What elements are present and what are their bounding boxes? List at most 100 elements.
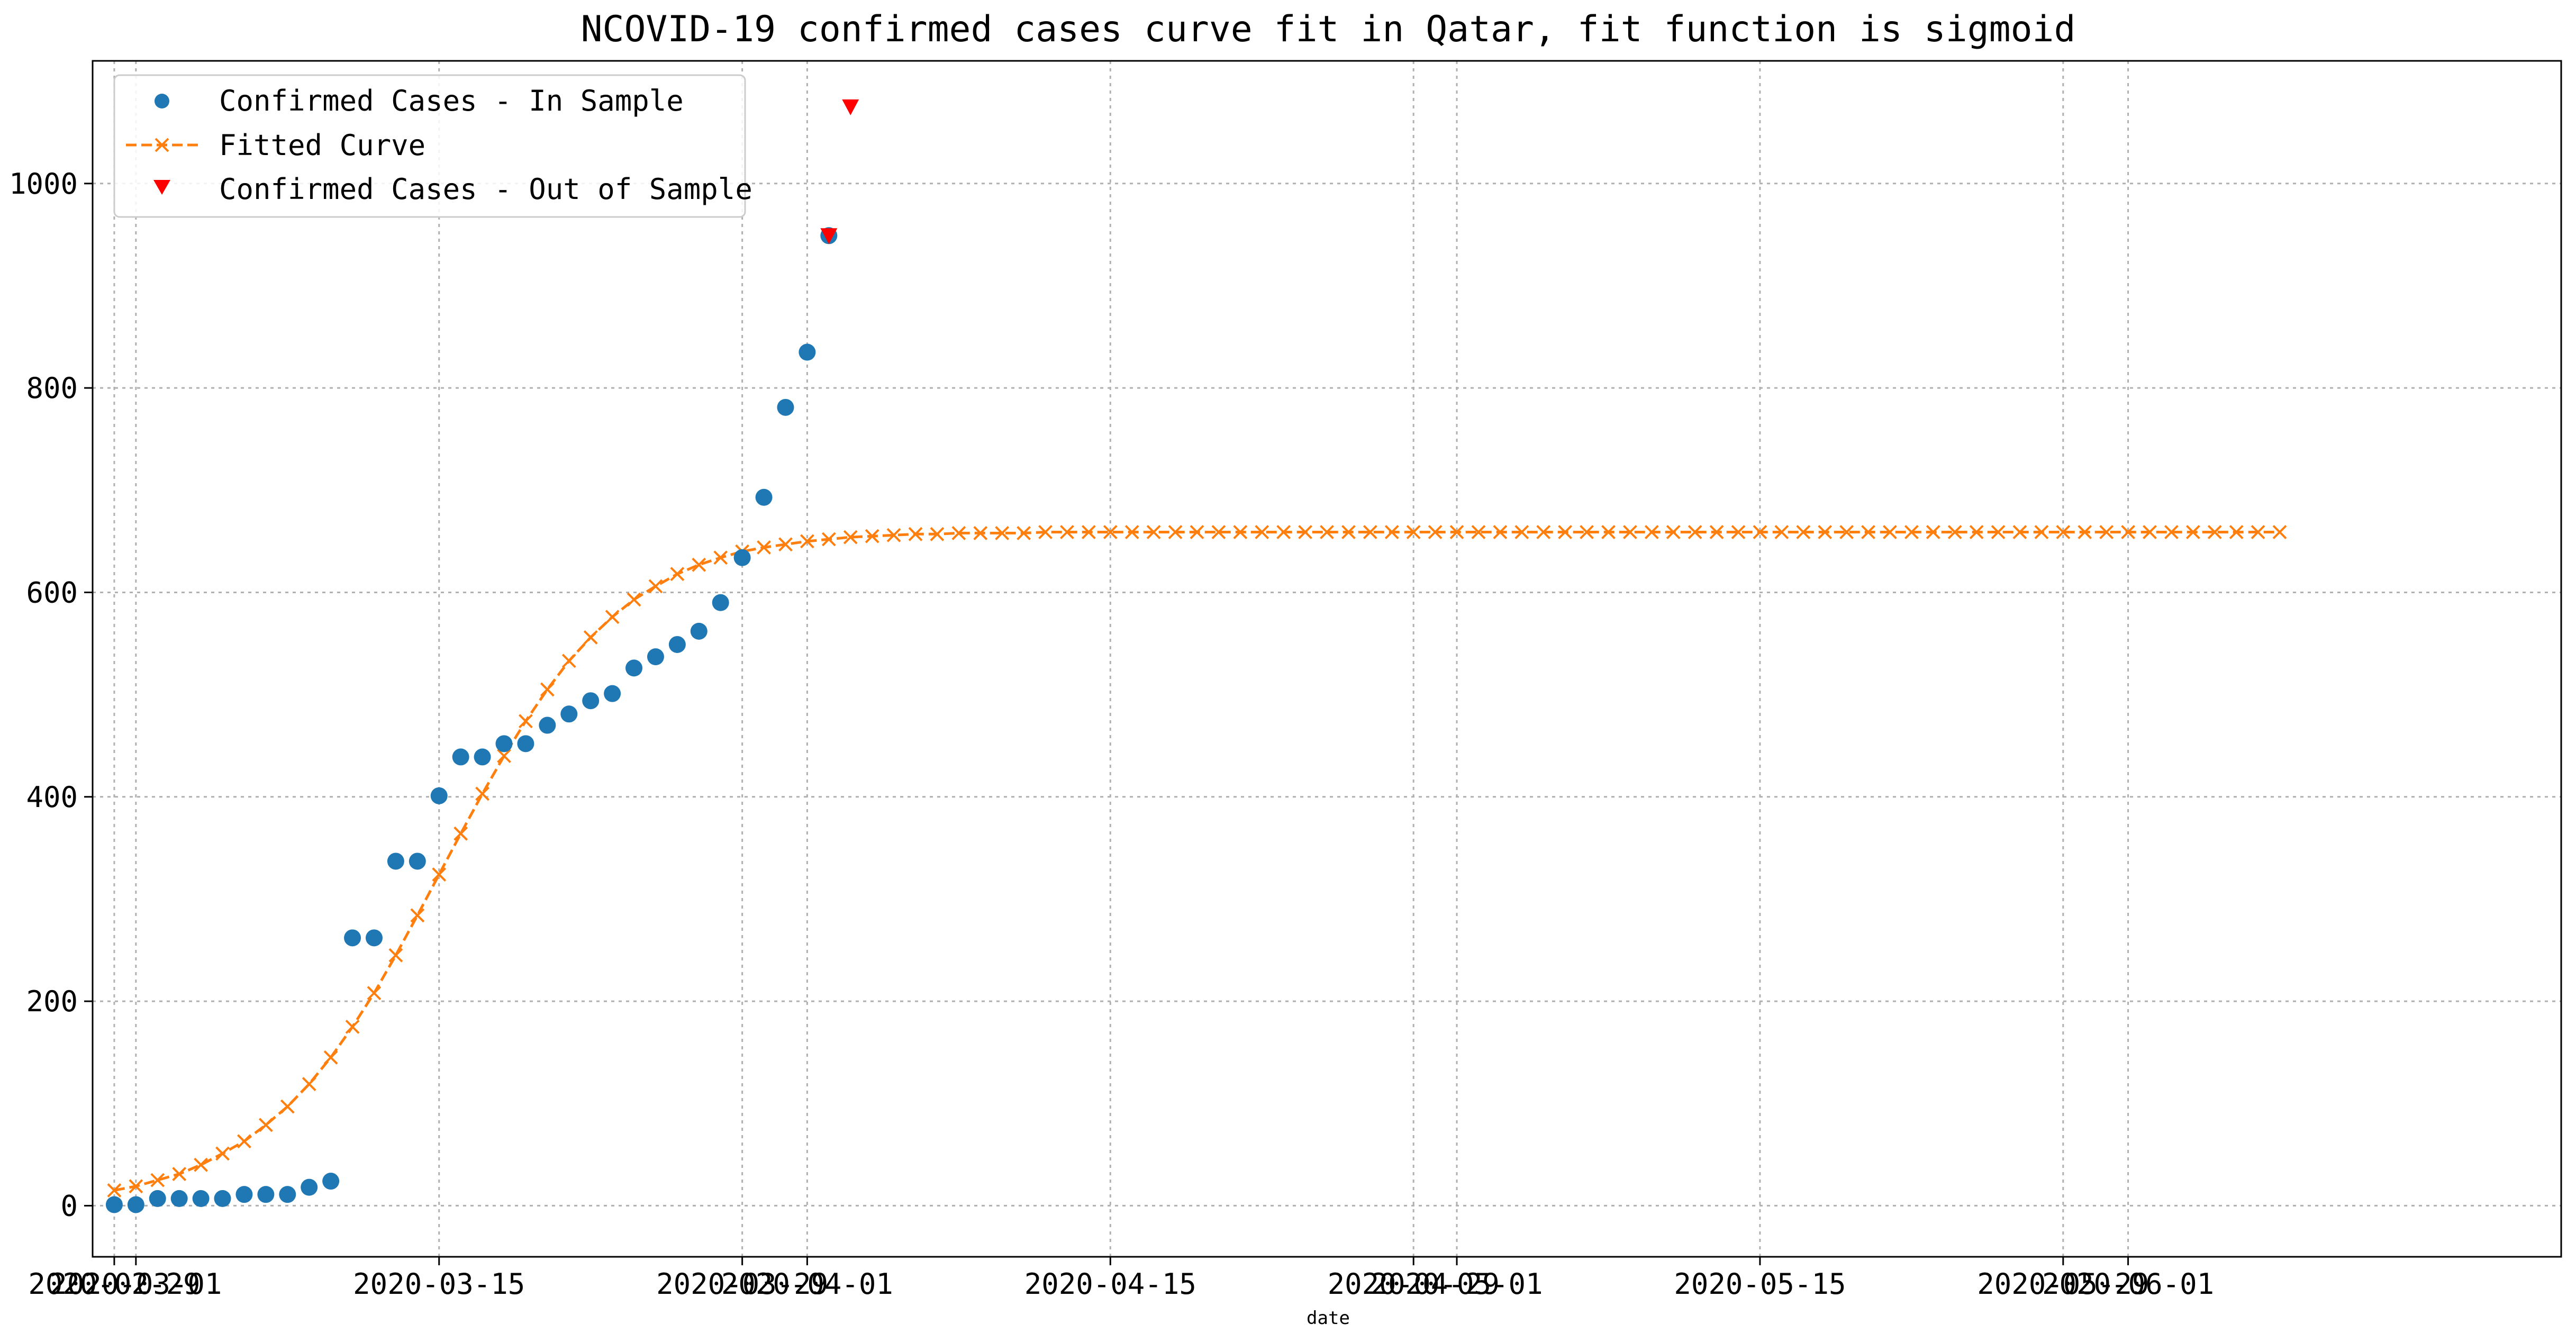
fitted-curve-point (973, 525, 988, 540)
fitted-curve-point (1796, 525, 1811, 539)
fitted-curve-point (519, 714, 533, 729)
in-sample-point (105, 1196, 123, 1213)
x-tick-label: 2020-03-29 (656, 1267, 828, 1301)
in-sample-point (192, 1190, 210, 1207)
fitted-curve-point (1493, 525, 1508, 539)
fitted-curve-point (865, 529, 879, 543)
in-sample-point (257, 1186, 275, 1203)
y-tick-label: 400 (26, 781, 78, 814)
fitted-curve-point (497, 749, 511, 763)
y-axis-ticks: 0 200 400 600 800 1000 (9, 167, 93, 1222)
fitted-curve-point (1644, 525, 1659, 539)
x-tick-label: 2020-03-15 (353, 1267, 525, 1301)
fitted-curve-point (1839, 525, 1854, 539)
legend-marker-in-sample (155, 94, 169, 108)
in-sample-point (409, 853, 426, 870)
fitted-curve-point (1298, 525, 1312, 539)
in-sample-point (539, 717, 556, 734)
fitted-curve-point (107, 1183, 122, 1198)
in-sample-point (495, 735, 513, 752)
fitted-curve-point (605, 610, 620, 624)
fitted-curve-point (2272, 525, 2287, 539)
fitted-curve-point (1926, 525, 1940, 539)
fitted-curve-series (107, 525, 2287, 1198)
fitted-curve-point (215, 1146, 230, 1161)
fitted-curve-point (1753, 525, 1767, 539)
x-axis-label: date (1307, 1308, 1350, 1329)
fitted-curve-point (1190, 525, 1204, 539)
x-tick-label: 2020-05-01 (1371, 1267, 1543, 1301)
fitted-curve-point (1622, 525, 1637, 539)
fitted-curve-point (1904, 525, 1919, 539)
fitted-curve-point (1168, 525, 1183, 539)
fitted-curve-point (778, 537, 793, 552)
fitted-curve-point (2078, 525, 2092, 539)
in-sample-series (105, 227, 838, 1213)
y-tick-label: 600 (26, 576, 78, 609)
fitted-curve-point (821, 532, 836, 547)
in-sample-point (365, 929, 383, 947)
fitted-curve-point (2185, 525, 2200, 539)
x-tick-label: 2020-05-29 (1977, 1267, 2149, 1301)
in-sample-point (430, 787, 448, 804)
fitted-curve-point (2034, 525, 2049, 539)
fitted-curve-point (2229, 525, 2244, 539)
fitted-curve-point (1774, 525, 1789, 539)
in-sample-point (668, 636, 686, 653)
y-tick-label: 800 (26, 371, 78, 405)
fitted-curve-point (388, 948, 403, 963)
fitted-curve-point (1428, 525, 1443, 539)
in-sample-point (387, 853, 404, 870)
fitted-curve-point (1471, 525, 1486, 539)
fitted-curve-point (475, 786, 489, 801)
fitted-curve-point (1991, 525, 2006, 539)
in-sample-point (344, 929, 361, 947)
plot-frame (92, 60, 2562, 1258)
fitted-curve-point (410, 908, 425, 923)
legend-marker-fitted (155, 138, 169, 152)
in-sample-point (452, 748, 469, 766)
in-sample-point (560, 705, 578, 723)
legend-label-fitted: Fitted Curve (219, 129, 425, 162)
fitted-curve-point (908, 527, 923, 541)
in-sample-point (582, 692, 600, 710)
fitted-curve-point (1320, 525, 1334, 539)
x-tick-label: 2020-04-29 (1328, 1267, 1500, 1301)
fitted-curve-point (1947, 525, 1962, 539)
fitted-curve-point (1341, 525, 1356, 539)
fitted-curve-point (1449, 525, 1464, 539)
fitted-curve-point (2121, 525, 2135, 539)
in-sample-point (777, 398, 794, 416)
fitted-curve-point (930, 527, 945, 541)
fitted-curve-point (757, 540, 771, 555)
fitted-curve-point (1060, 525, 1074, 539)
grid-lines (93, 61, 2561, 1257)
fitted-curve-point (2251, 525, 2265, 539)
fitted-curve-point (800, 534, 814, 549)
in-sample-point (279, 1186, 296, 1203)
fitted-curve-point (2207, 525, 2222, 539)
fitted-curve-point (2056, 525, 2071, 539)
fitted-curve-point (453, 826, 468, 841)
fitted-curve-point (1038, 525, 1053, 539)
fitted-curve-point (1233, 525, 1248, 539)
legend-label-out-sample: Confirmed Cases - Out of Sample (219, 173, 752, 206)
fitted-curve-point (540, 682, 555, 697)
fitted-curve-point (951, 525, 966, 540)
fitted-curve-point (692, 557, 706, 572)
in-sample-point (712, 594, 729, 611)
in-sample-point (235, 1186, 253, 1203)
fitted-curve-point (1211, 525, 1226, 539)
fitted-curve-point (2012, 525, 2027, 539)
x-tick-label: 2020-03-01 (50, 1267, 222, 1301)
in-sample-point (517, 735, 534, 752)
legend-box (113, 74, 746, 218)
fitted-curve-point (1666, 525, 1681, 539)
in-sample-point (604, 685, 621, 702)
fitted-curve-point (1883, 525, 1897, 539)
fitted-curve-point (194, 1157, 208, 1172)
fitted-curve-point (345, 1019, 360, 1034)
fitted-curve-point (886, 528, 901, 542)
fitted-curve-point (432, 867, 447, 882)
